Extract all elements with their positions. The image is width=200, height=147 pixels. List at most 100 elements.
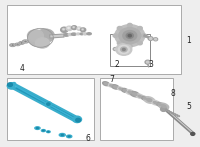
Circle shape [146, 61, 149, 63]
Circle shape [142, 34, 146, 37]
Ellipse shape [23, 40, 29, 43]
Circle shape [115, 25, 145, 47]
Circle shape [113, 34, 118, 37]
Bar [100, 78, 173, 141]
Text: 2: 2 [115, 60, 120, 69]
Ellipse shape [143, 97, 146, 99]
Ellipse shape [128, 91, 132, 93]
Circle shape [76, 118, 81, 122]
Ellipse shape [117, 87, 123, 90]
Ellipse shape [141, 96, 148, 100]
Ellipse shape [37, 128, 38, 129]
Ellipse shape [20, 42, 23, 44]
Ellipse shape [156, 102, 163, 106]
Ellipse shape [47, 131, 50, 133]
Circle shape [78, 28, 79, 29]
Circle shape [119, 28, 141, 44]
Text: 6: 6 [85, 134, 90, 143]
Circle shape [123, 31, 137, 41]
Text: 4: 4 [20, 64, 24, 73]
Bar [7, 5, 181, 74]
Circle shape [7, 83, 16, 89]
Ellipse shape [67, 135, 72, 138]
Text: 1: 1 [186, 36, 191, 45]
Circle shape [73, 116, 82, 123]
Ellipse shape [68, 34, 72, 35]
Ellipse shape [59, 133, 65, 136]
Ellipse shape [80, 33, 83, 35]
Circle shape [114, 48, 116, 50]
Text: 5: 5 [186, 102, 191, 111]
Circle shape [149, 38, 152, 39]
Circle shape [62, 29, 65, 30]
Ellipse shape [17, 44, 19, 45]
Circle shape [82, 29, 83, 30]
Ellipse shape [35, 127, 40, 129]
Ellipse shape [122, 88, 128, 92]
Ellipse shape [130, 91, 139, 97]
Ellipse shape [114, 86, 117, 88]
Ellipse shape [153, 102, 157, 104]
Circle shape [161, 107, 167, 111]
Ellipse shape [133, 93, 137, 95]
Circle shape [154, 38, 158, 41]
Circle shape [77, 27, 81, 30]
Text: 3: 3 [149, 60, 154, 69]
Circle shape [35, 38, 49, 48]
Ellipse shape [104, 83, 107, 85]
Ellipse shape [126, 90, 134, 95]
Ellipse shape [48, 131, 49, 132]
Ellipse shape [19, 42, 24, 44]
Circle shape [113, 48, 117, 50]
Ellipse shape [15, 43, 20, 46]
Ellipse shape [41, 130, 45, 132]
Circle shape [28, 30, 43, 41]
Bar [7, 78, 94, 141]
Circle shape [121, 47, 127, 52]
Ellipse shape [17, 44, 18, 45]
Ellipse shape [123, 90, 126, 91]
Circle shape [81, 28, 86, 32]
Circle shape [126, 33, 133, 38]
Circle shape [117, 26, 122, 30]
Circle shape [12, 82, 16, 85]
Circle shape [128, 35, 131, 37]
Circle shape [145, 60, 150, 64]
Circle shape [29, 31, 50, 47]
Ellipse shape [68, 136, 70, 137]
Ellipse shape [103, 82, 109, 86]
Circle shape [127, 23, 132, 27]
Ellipse shape [87, 33, 91, 35]
Ellipse shape [112, 85, 119, 89]
Ellipse shape [144, 97, 155, 103]
Text: 7: 7 [109, 75, 114, 84]
Ellipse shape [63, 34, 69, 36]
Ellipse shape [71, 33, 76, 35]
Circle shape [66, 26, 72, 31]
Ellipse shape [136, 94, 143, 98]
Ellipse shape [76, 33, 80, 35]
Ellipse shape [110, 85, 112, 86]
Ellipse shape [24, 41, 27, 42]
Circle shape [191, 132, 195, 135]
Circle shape [73, 27, 74, 28]
Circle shape [8, 83, 12, 86]
Ellipse shape [25, 41, 26, 42]
Circle shape [117, 41, 122, 45]
Circle shape [47, 103, 50, 105]
Ellipse shape [158, 103, 169, 109]
Circle shape [72, 26, 77, 30]
Ellipse shape [158, 103, 161, 105]
Circle shape [138, 41, 142, 45]
Circle shape [127, 44, 132, 48]
Circle shape [45, 102, 52, 106]
Circle shape [148, 37, 153, 40]
Ellipse shape [10, 44, 15, 46]
Text: 8: 8 [171, 89, 175, 98]
Ellipse shape [138, 95, 141, 97]
Bar [110, 34, 150, 66]
Circle shape [138, 26, 142, 30]
Circle shape [116, 44, 132, 55]
Circle shape [68, 27, 70, 29]
Ellipse shape [119, 88, 122, 89]
